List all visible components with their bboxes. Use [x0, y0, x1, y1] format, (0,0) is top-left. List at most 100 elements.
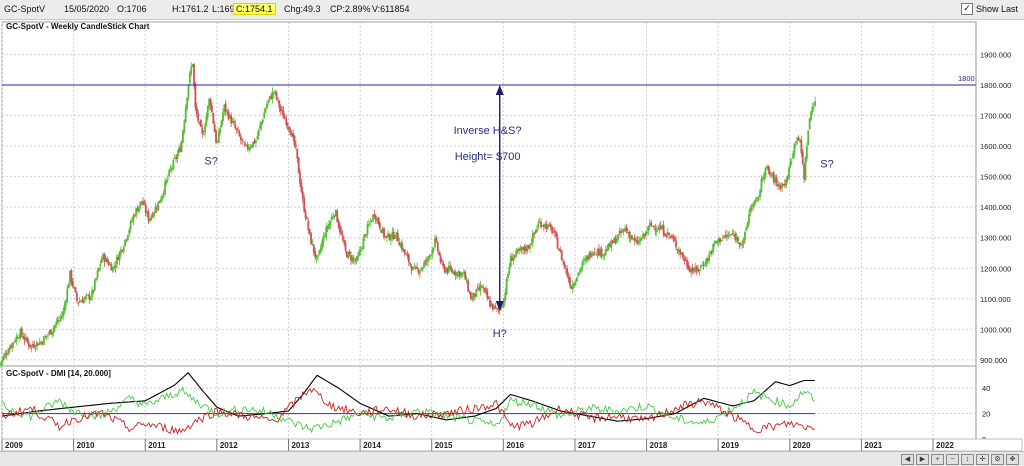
candle-body — [402, 248, 405, 251]
candle-body — [407, 254, 410, 263]
candle-body — [405, 253, 407, 255]
candle-body — [584, 258, 587, 261]
candle-body — [582, 260, 585, 262]
candle-body — [379, 222, 381, 229]
candle-body — [63, 304, 66, 312]
candle-body — [125, 239, 128, 241]
candle-body — [115, 256, 118, 265]
candle-body — [67, 284, 70, 289]
candle-body — [814, 101, 817, 106]
candle-body — [299, 172, 301, 184]
candle-body — [542, 224, 545, 227]
candle-body — [58, 319, 60, 322]
candle-body — [29, 344, 31, 348]
pattern-annotation: Inverse H&S? — [454, 125, 522, 137]
candle-body — [73, 287, 76, 289]
candle-body — [671, 235, 673, 238]
candle-body — [143, 204, 146, 206]
candle-body — [562, 261, 564, 263]
candle-body — [511, 257, 514, 261]
candle-body — [731, 232, 734, 234]
candle-body — [567, 276, 570, 280]
candle-body — [33, 344, 36, 348]
candle-body — [48, 330, 51, 335]
candle-body — [55, 322, 58, 326]
candle-body — [237, 130, 239, 132]
candle-body — [250, 145, 253, 148]
candle-body — [699, 265, 702, 269]
show-last-toggle[interactable]: ✓ Show Last — [960, 3, 1018, 15]
candle-body — [241, 138, 244, 141]
candle-body — [726, 234, 728, 237]
candle-body — [179, 147, 182, 152]
candle-body — [494, 306, 497, 308]
scroll-left-icon[interactable]: ◀ — [901, 454, 914, 465]
candle-body — [697, 269, 699, 272]
scroll-right-icon[interactable]: ▶ — [916, 454, 929, 465]
y-tick-label: 1200.000 — [980, 264, 1011, 273]
crosshair-icon[interactable]: ✛ — [976, 454, 989, 465]
candle-body — [588, 252, 591, 260]
candle-body — [429, 255, 432, 257]
pan-icon[interactable]: ✥ — [1006, 454, 1019, 465]
chart-area[interactable]: 1800 S? Inverse H&S? Height= $700 H? S? 900.0… — [0, 20, 1024, 465]
zoom-in-icon[interactable]: + — [931, 454, 944, 465]
candle-body — [753, 201, 756, 206]
time-axis: 2009 2010 2011 2012 2013 2014 2015 2016 2017 2018… — [1, 438, 1023, 452]
candle-body — [102, 253, 104, 259]
candle-body — [341, 234, 344, 240]
candle-body — [425, 260, 428, 262]
candle-body — [467, 280, 469, 292]
candle-body — [746, 222, 749, 228]
chart-svg[interactable]: 1800 S? Inverse H&S? Height= $700 H? S? 900.0… — [0, 20, 1024, 452]
candle-body — [15, 336, 18, 342]
candle-body — [602, 255, 604, 257]
candle-body — [549, 223, 552, 228]
candle-body — [169, 168, 172, 171]
candle-body — [486, 291, 489, 299]
height-arrow-head-top — [495, 84, 504, 95]
candle-body — [266, 103, 268, 109]
candle-body — [285, 118, 288, 125]
candle-body — [106, 258, 109, 262]
candle-body — [238, 131, 241, 137]
candle-body — [501, 306, 504, 308]
candle-body — [104, 257, 107, 262]
candle-body — [110, 264, 113, 271]
x-tick-label: 2010 — [77, 441, 95, 450]
candle-body — [520, 247, 523, 250]
show-last-checkbox[interactable]: ✓ — [960, 3, 973, 15]
chart-scrollbar[interactable]: ◀ ▶ + − ↕ ✛ ⚙ ✥ — [0, 451, 1024, 466]
candle-body — [555, 231, 558, 237]
candle-body — [274, 91, 277, 92]
candle-body — [142, 200, 144, 206]
candle-body — [272, 92, 275, 94]
candle-body — [204, 126, 206, 133]
settings-icon[interactable]: ⚙ — [991, 454, 1004, 465]
candle-body — [18, 337, 20, 339]
candle-body — [345, 251, 348, 258]
candle-body — [708, 254, 710, 262]
candle-body — [739, 243, 742, 246]
candle-body — [603, 253, 606, 256]
candle-body — [394, 238, 396, 240]
candle-body — [129, 221, 132, 230]
candle-body — [103, 254, 106, 263]
candle-body — [654, 228, 657, 231]
price-axis: 900.000 1000.000 1100.000 1200.000 1300.000 1… — [980, 50, 1011, 364]
candle-body — [504, 292, 507, 300]
candle-body — [182, 130, 184, 143]
candle-body — [283, 117, 286, 119]
dmi-series-di — [1, 386, 815, 434]
candle-body — [770, 174, 772, 176]
candle-body — [767, 165, 770, 171]
zoom-out-icon[interactable]: − — [946, 454, 959, 465]
auto-scale-icon[interactable]: ↕ — [961, 454, 974, 465]
candle-body — [742, 239, 745, 244]
candle-body — [438, 252, 441, 255]
candle-body — [23, 337, 26, 341]
candle-body — [249, 146, 252, 148]
candle-body — [282, 111, 285, 119]
candle-body — [423, 263, 425, 268]
candle-body — [381, 228, 384, 233]
